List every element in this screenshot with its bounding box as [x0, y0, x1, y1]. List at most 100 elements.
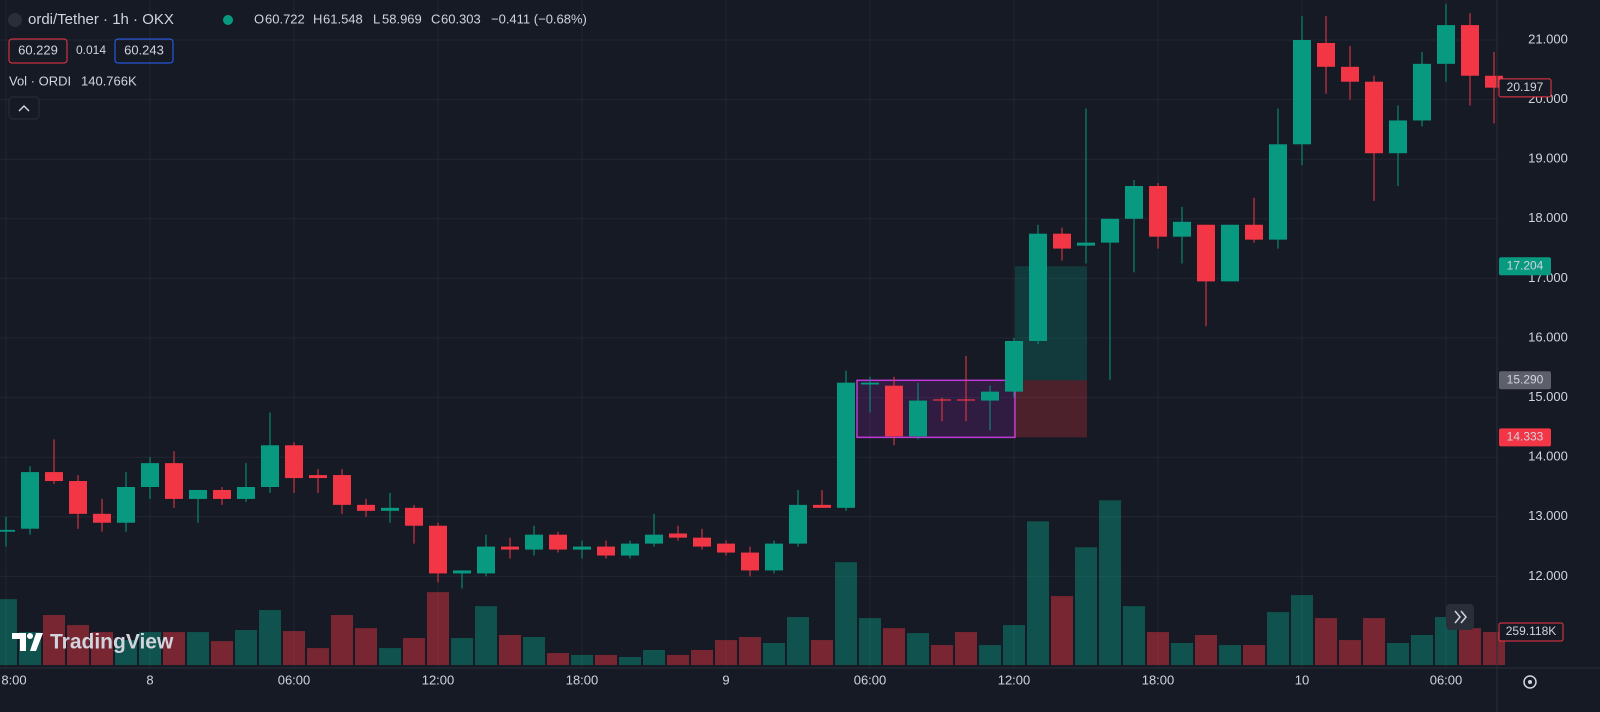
collapse-icon [18, 104, 30, 112]
logo-text: TradingView [50, 631, 174, 654]
candle-body [1365, 81, 1383, 154]
price-tag [1499, 428, 1551, 447]
candle-body [1005, 340, 1023, 392]
candle-body [309, 475, 327, 479]
volume-bar [883, 628, 905, 665]
volume-bar [283, 631, 305, 665]
volume-bar [43, 615, 65, 665]
settings-button[interactable] [1523, 675, 1537, 689]
volume-bar [763, 643, 785, 665]
candle-body [405, 507, 423, 526]
candle-body [1101, 218, 1119, 243]
candle-body [357, 504, 375, 511]
ohlc-label: O [254, 11, 264, 26]
volume-bar [1315, 618, 1337, 665]
volume-bar [163, 632, 185, 665]
volume-bar [859, 618, 881, 665]
volume-bar [1003, 625, 1025, 665]
volume-bar [91, 632, 113, 665]
y-tick-label: 12.000 [1528, 568, 1568, 583]
candle-body [717, 543, 735, 553]
volume-bar [427, 592, 449, 665]
candle-body [429, 525, 447, 574]
volume-bar [1075, 547, 1097, 665]
candle-body [1293, 39, 1311, 145]
volume-title: Vol · ORDI [9, 73, 71, 88]
plot-area [0, 4, 1505, 665]
volume-bar [787, 617, 809, 665]
candle-body [453, 570, 471, 574]
price-tag-label: 15.290 [1507, 372, 1544, 386]
ask-box[interactable] [114, 38, 174, 64]
ask: 60.243 [124, 42, 164, 57]
collapse-button[interactable] [8, 96, 40, 120]
volume-bar [907, 633, 929, 665]
ohlc-value: 58.969 [382, 11, 422, 26]
y-tick-label: 18.000 [1528, 210, 1568, 225]
range-box [856, 379, 1016, 439]
x-tick-label: 06:00 [1430, 672, 1463, 687]
candle-body [1269, 144, 1287, 240]
candle-body [1341, 66, 1359, 82]
volume-bar [187, 632, 209, 665]
candle-body [1413, 63, 1431, 121]
price-tag [1499, 371, 1551, 390]
settings-icon [1528, 680, 1532, 684]
y-tick-label: 13.000 [1528, 508, 1568, 523]
candle-body [957, 399, 975, 401]
candle-body [261, 445, 279, 487]
candle-body [1221, 224, 1239, 282]
candle-body [549, 534, 567, 550]
volume-bar [235, 630, 257, 665]
logo-icon [12, 633, 43, 651]
candle-body [573, 546, 591, 550]
y-tick-label: 19.000 [1528, 151, 1568, 166]
candle-body [861, 382, 879, 385]
candle-body [333, 475, 351, 505]
x-tick-label: 12:00 [998, 672, 1031, 687]
candle-body [669, 533, 687, 538]
candle-body [789, 504, 807, 544]
candle-body [1053, 233, 1071, 249]
volume-bar [1099, 500, 1121, 665]
x-tick-label: 06:00 [854, 672, 887, 687]
candle-body [141, 463, 159, 487]
volume-bar [979, 645, 1001, 665]
volume-bar [1267, 612, 1289, 665]
candle-body [93, 513, 111, 523]
candle-body [1461, 25, 1479, 76]
logo-dot [27, 633, 33, 639]
candle-body [693, 537, 711, 547]
candle-body [501, 546, 519, 550]
volume-bar [331, 615, 353, 665]
candle-body [1149, 186, 1167, 237]
volume-bar [1051, 596, 1073, 665]
ohlc-label: C [431, 11, 440, 26]
volume-bar [259, 610, 281, 665]
x-tick-label: 06:00 [278, 672, 311, 687]
volume-tag-label: 259.118K [1506, 624, 1557, 638]
target-zone [1015, 266, 1087, 381]
volume-bar [499, 634, 521, 665]
candle-body [477, 546, 495, 574]
axes: 12.00013.00014.00015.00016.00017.00018.0… [1, 31, 1568, 687]
volume-bar [1123, 606, 1145, 665]
market-status [223, 15, 233, 25]
volume-bar [1363, 618, 1385, 665]
volume-bar [0, 599, 17, 665]
candle-body [285, 445, 303, 479]
volume-bar [595, 654, 617, 665]
x-tick-label: 10 [1295, 672, 1309, 687]
header: ordi/Tether · 1h · OKX O 60.722 H 61.548… [8, 11, 587, 120]
volume-bar [835, 562, 857, 665]
candle-body [381, 507, 399, 511]
candle-body [1389, 120, 1407, 154]
volume-bar [115, 640, 137, 665]
candle-body [1125, 186, 1143, 219]
volume-bar [715, 640, 737, 665]
volume-bar [211, 641, 233, 665]
candle-body [117, 486, 135, 523]
volume-bar [1459, 628, 1481, 665]
bid-box[interactable] [8, 38, 68, 64]
scroll-icon [1454, 610, 1467, 624]
